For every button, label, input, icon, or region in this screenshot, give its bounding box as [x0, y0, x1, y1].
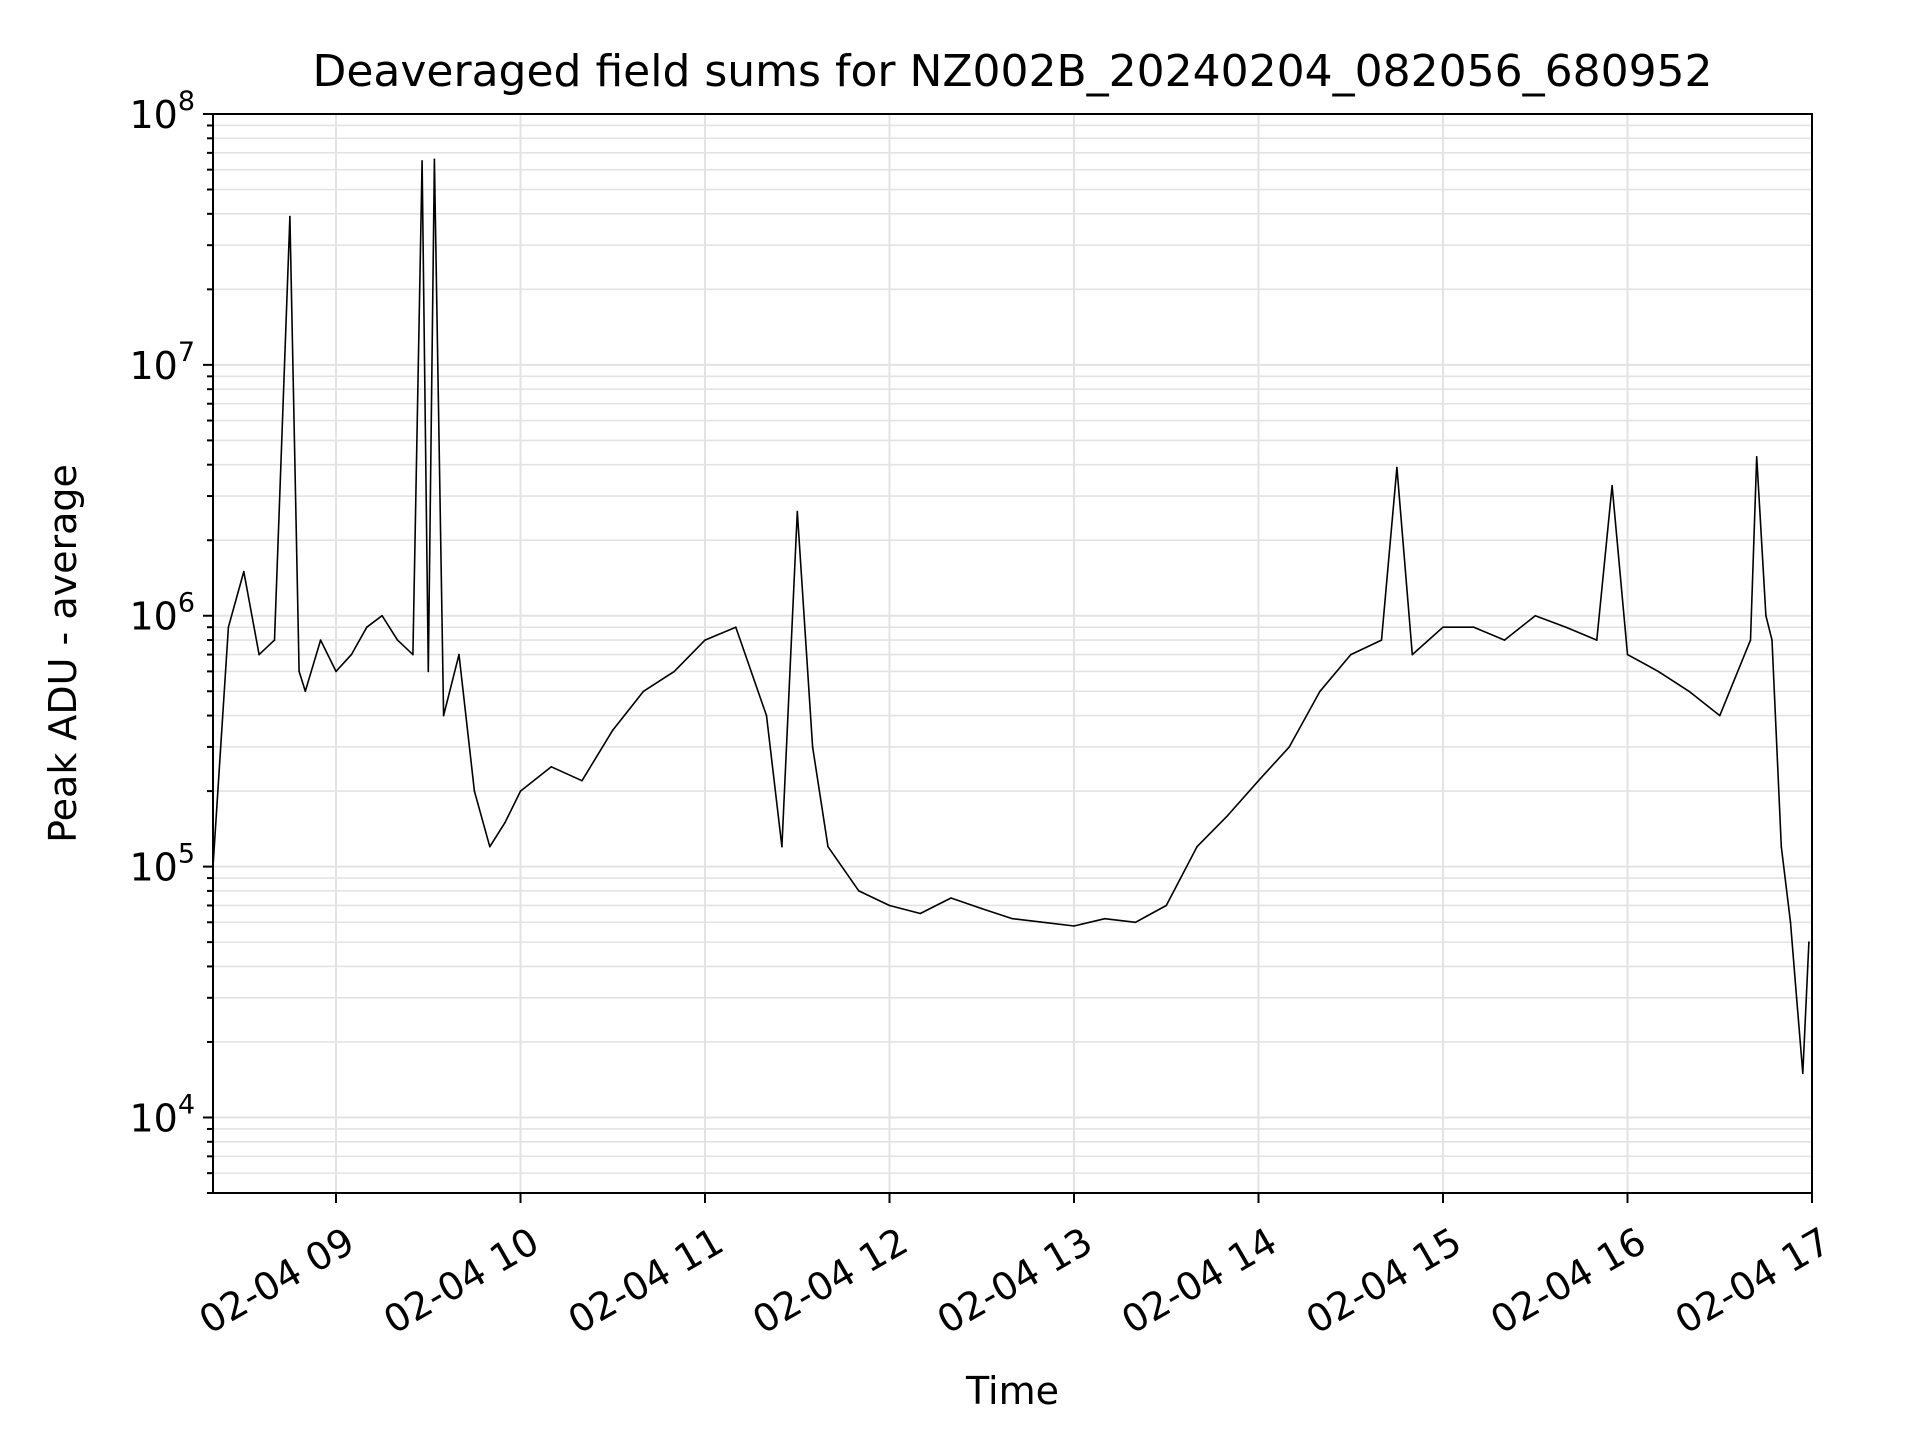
data-point — [1765, 614, 1767, 617]
data-point — [827, 845, 829, 848]
x-tick-label: 02-04 10 — [376, 1219, 546, 1343]
data-point — [350, 653, 353, 656]
data-point — [473, 790, 476, 792]
y-tick-label: 105 — [129, 839, 195, 890]
x-axis-label: Time — [965, 1369, 1059, 1413]
y-tick-label: 107 — [129, 337, 195, 388]
data-point — [421, 160, 423, 162]
data-point — [319, 639, 322, 641]
y-tick-label: 104 — [129, 1089, 195, 1140]
data-point — [1755, 456, 1758, 458]
data-point — [1503, 639, 1506, 641]
y-tick-label: 106 — [129, 588, 195, 639]
x-tick-label: 02-04 14 — [1114, 1219, 1284, 1343]
data-point — [504, 821, 506, 824]
data-point — [858, 890, 860, 892]
data-point — [289, 215, 291, 218]
data-point — [919, 912, 922, 915]
x-tick-label: 02-04 16 — [1483, 1219, 1653, 1343]
data-point — [1802, 1072, 1804, 1075]
data-point — [1749, 639, 1752, 641]
data-point — [366, 626, 368, 628]
data-point — [1227, 814, 1229, 817]
data-point — [612, 729, 614, 731]
data-point — [1350, 653, 1352, 656]
data-point — [1442, 626, 1444, 628]
data-point — [673, 670, 676, 673]
data-point — [642, 690, 645, 693]
data-point — [1789, 921, 1792, 924]
data-point — [427, 670, 430, 673]
data-point — [1780, 845, 1783, 848]
data-point — [304, 690, 307, 693]
data-point — [412, 653, 414, 656]
data-point — [1165, 904, 1168, 907]
data-point — [1196, 845, 1198, 848]
chart-title: Deaveraged field sums for NZ002B_2024020… — [312, 46, 1712, 97]
data-point — [298, 670, 300, 673]
data-point — [458, 653, 460, 656]
data-point — [1042, 921, 1045, 924]
data-point — [1257, 779, 1260, 782]
x-tick-label: 02-04 11 — [561, 1219, 731, 1343]
data-point — [243, 570, 245, 573]
x-tick-label: 02-04 13 — [930, 1219, 1100, 1343]
data-point — [950, 897, 952, 899]
data-point — [781, 845, 783, 848]
data-point — [1104, 917, 1106, 920]
data-point — [1396, 466, 1398, 469]
data-point — [1473, 626, 1475, 628]
data-point — [765, 714, 768, 717]
x-tick-label: 02-04 15 — [1299, 1219, 1469, 1343]
data-point — [1657, 670, 1660, 673]
plot-frame — [212, 113, 1813, 1194]
data-point — [1808, 941, 1810, 943]
data-point — [1719, 714, 1721, 717]
data-point — [888, 904, 891, 907]
data-point — [519, 790, 522, 792]
data-point — [550, 766, 553, 768]
data-point — [811, 746, 814, 748]
data-point — [489, 845, 491, 848]
data-point — [433, 158, 436, 161]
data-point — [1565, 626, 1567, 628]
data-point — [1011, 917, 1014, 920]
data-point — [1319, 690, 1321, 693]
data-point — [227, 626, 230, 628]
data-point — [442, 714, 445, 717]
data-point — [581, 779, 583, 782]
data-point — [1596, 639, 1598, 641]
data-point — [273, 639, 276, 641]
x-tick-label: 02-04 12 — [745, 1219, 915, 1343]
data-point — [1534, 614, 1537, 617]
data-point — [1626, 653, 1629, 656]
data-point — [796, 510, 799, 513]
data-point — [981, 907, 983, 910]
grid-layer — [213, 113, 1813, 1194]
data-point — [258, 653, 260, 656]
data-point — [704, 639, 706, 641]
data-point — [1411, 653, 1414, 656]
series-layer — [212, 158, 1810, 1075]
y-axis-label: Peak ADU - average — [41, 464, 85, 843]
data-point — [1288, 746, 1291, 748]
data-point — [335, 670, 337, 673]
data-point — [1688, 690, 1690, 693]
x-tick-label: 02-04 09 — [192, 1219, 362, 1343]
data-point — [1134, 921, 1137, 924]
data-point — [381, 614, 383, 617]
data-point — [735, 626, 737, 628]
x-tick-label: 02-04 17 — [1668, 1219, 1838, 1343]
data-point — [1771, 639, 1773, 641]
data-point — [1795, 997, 1798, 999]
data-point — [1073, 925, 1075, 927]
data-point — [1380, 639, 1383, 641]
series-line — [212, 158, 1810, 1075]
y-tick-label: 108 — [129, 86, 195, 137]
data-point — [1611, 484, 1613, 487]
data-point — [396, 639, 399, 641]
